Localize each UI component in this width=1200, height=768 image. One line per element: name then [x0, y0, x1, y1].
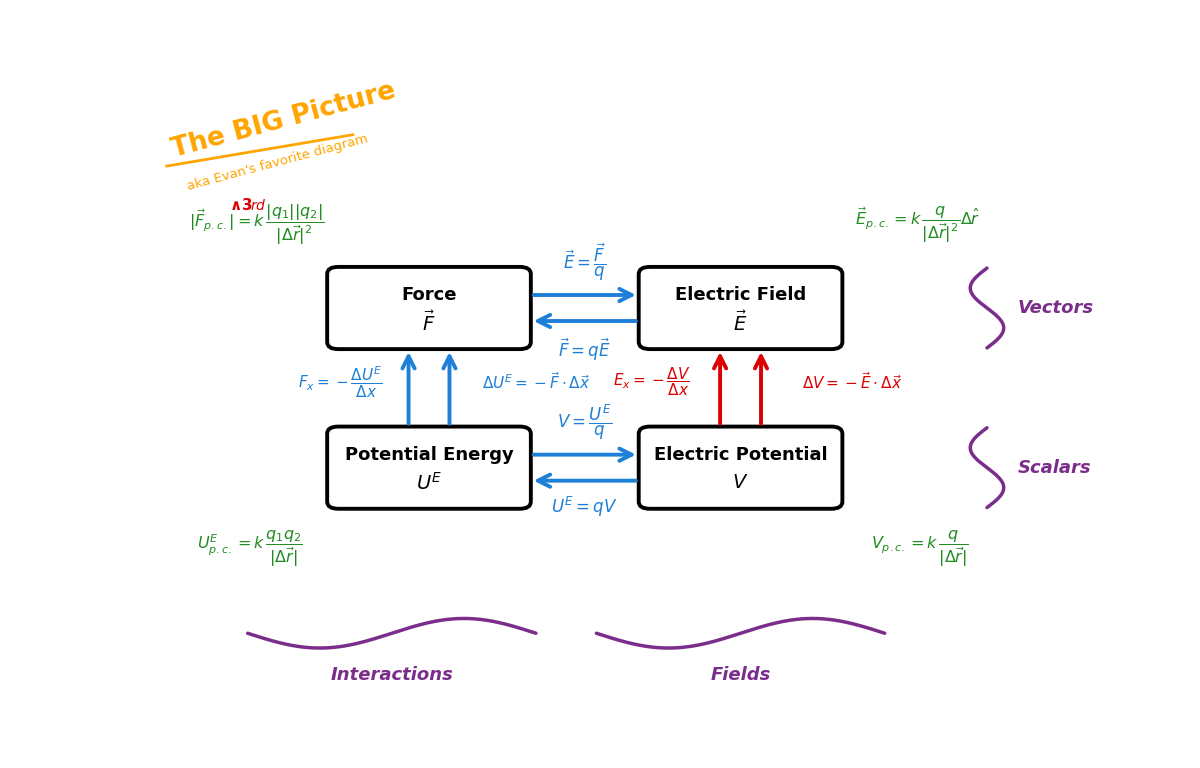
Text: Vectors: Vectors [1018, 299, 1094, 317]
Text: aka Evan's favorite diagram: aka Evan's favorite diagram [185, 132, 370, 193]
Text: Potential Energy: Potential Energy [344, 445, 514, 464]
Text: $F_x = -\dfrac{\Delta U^E}{\Delta x}$: $F_x = -\dfrac{\Delta U^E}{\Delta x}$ [298, 364, 383, 399]
Text: $\Delta U^E = -\vec{F}\cdot\Delta\vec{x}$: $\Delta U^E = -\vec{F}\cdot\Delta\vec{x}… [481, 372, 590, 392]
Text: $\vec{E} = \dfrac{\vec{F}}{q}$: $\vec{E} = \dfrac{\vec{F}}{q}$ [563, 242, 606, 283]
Text: $\vec{F}$: $\vec{F}$ [422, 311, 436, 335]
Text: $V$: $V$ [732, 473, 749, 492]
Text: $\vec{E}_{p.c.} = k\,\dfrac{q}{|\Delta\vec{r}|^2}\Delta\hat{r}$: $\vec{E}_{p.c.} = k\,\dfrac{q}{|\Delta\v… [854, 205, 980, 245]
Text: The BIG Picture: The BIG Picture [168, 78, 398, 163]
FancyBboxPatch shape [638, 267, 842, 349]
Text: $\mathbf{\wedge 3}$: $\mathbf{\wedge 3}$ [229, 197, 253, 214]
FancyBboxPatch shape [638, 426, 842, 508]
Text: $U^E$: $U^E$ [416, 472, 442, 493]
Text: $V_{p.c.} = k\,\dfrac{q}{|\Delta\vec{r}|}$: $V_{p.c.} = k\,\dfrac{q}{|\Delta\vec{r}|… [871, 528, 970, 569]
Text: $U^E = qV$: $U^E = qV$ [552, 495, 618, 519]
Text: Fields: Fields [710, 666, 770, 684]
Text: Force: Force [401, 286, 457, 304]
Text: Interactions: Interactions [330, 666, 454, 684]
Text: $\mathit{rd}$: $\mathit{rd}$ [251, 198, 268, 214]
FancyBboxPatch shape [328, 267, 530, 349]
Text: Electric Field: Electric Field [674, 286, 806, 304]
Text: $\Delta V = -\vec{E}\cdot\Delta\vec{x}$: $\Delta V = -\vec{E}\cdot\Delta\vec{x}$ [802, 372, 902, 392]
Text: $\vec{E}$: $\vec{E}$ [733, 311, 748, 335]
Text: $E_x = -\dfrac{\Delta V}{\Delta x}$: $E_x = -\dfrac{\Delta V}{\Delta x}$ [613, 366, 691, 399]
Text: $V = \dfrac{U^E}{q}$: $V = \dfrac{U^E}{q}$ [557, 402, 612, 442]
Text: Electric Potential: Electric Potential [654, 445, 827, 464]
Text: Scalars: Scalars [1018, 458, 1091, 477]
FancyBboxPatch shape [328, 426, 530, 508]
Text: $U^E_{p.c.} = k\,\dfrac{q_1 q_2}{|\Delta\vec{r}|}$: $U^E_{p.c.} = k\,\dfrac{q_1 q_2}{|\Delta… [198, 528, 304, 569]
Text: $|\vec{F}_{p.c.}| = k\,\dfrac{|q_1||q_2|}{|\Delta\vec{r}|^2}$: $|\vec{F}_{p.c.}| = k\,\dfrac{|q_1||q_2|… [190, 203, 325, 247]
Text: $\vec{F} = q\vec{E}$: $\vec{F} = q\vec{E}$ [558, 336, 611, 362]
